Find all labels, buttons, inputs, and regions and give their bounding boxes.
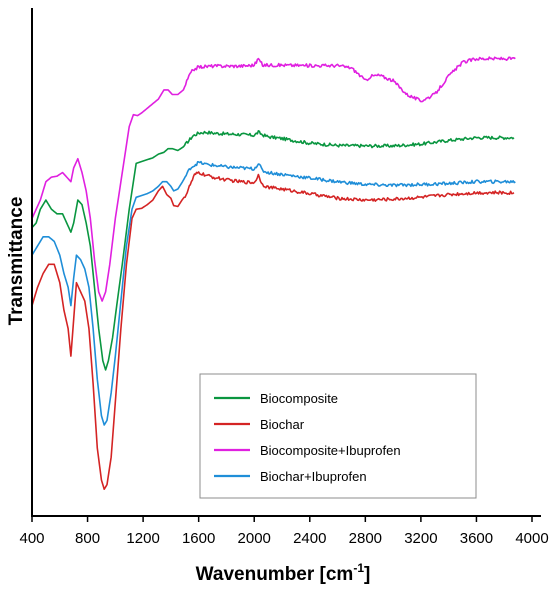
- y-axis-title: Transmittance: [6, 197, 27, 326]
- x-tick-label: 400: [19, 530, 44, 547]
- legend-label: Biochar: [260, 417, 305, 432]
- x-axis-title-superscript: -1: [353, 561, 364, 575]
- series-layer: [31, 56, 516, 491]
- x-tick-label: 2000: [238, 530, 271, 547]
- legend: Biocomposite Biochar Biocomposite+Ibuprofe…: [199, 373, 477, 499]
- x-tick-label: 1200: [126, 530, 159, 547]
- series-line-biocomposite-ibuprofen: [31, 56, 516, 302]
- x-tick-label: 2400: [293, 530, 326, 547]
- legend-label: Biocomposite: [260, 391, 338, 406]
- legend-box: [199, 373, 477, 499]
- series-line-biochar-ibuprofen: [31, 160, 516, 426]
- legend-items: Biocomposite Biochar Biocomposite+Ibuprofe…: [214, 391, 401, 484]
- x-tick-label: 3600: [460, 530, 493, 547]
- x-tick-label: 3200: [404, 530, 437, 547]
- x-axis-title-main: Wavenumber [cm: [196, 564, 354, 585]
- x-tick-label: 800: [75, 530, 100, 547]
- legend-label: Biochar+Ibuprofen: [260, 469, 367, 484]
- x-axis-title-end: ]: [364, 564, 370, 585]
- x-axis-title: Wavenumber [cm-1]: [196, 561, 371, 585]
- x-ticks: 400 800 1200 1600 2000 2400 2800 3200 3600 4000: [19, 516, 549, 547]
- x-tick-label: 2800: [349, 530, 382, 547]
- legend-label: Biocomposite+Ibuprofen: [260, 443, 401, 458]
- series-line-biocomposite: [31, 130, 515, 371]
- series-line-biochar: [31, 171, 515, 491]
- x-tick-label: 1600: [182, 530, 215, 547]
- x-tick-label: 4000: [515, 530, 548, 547]
